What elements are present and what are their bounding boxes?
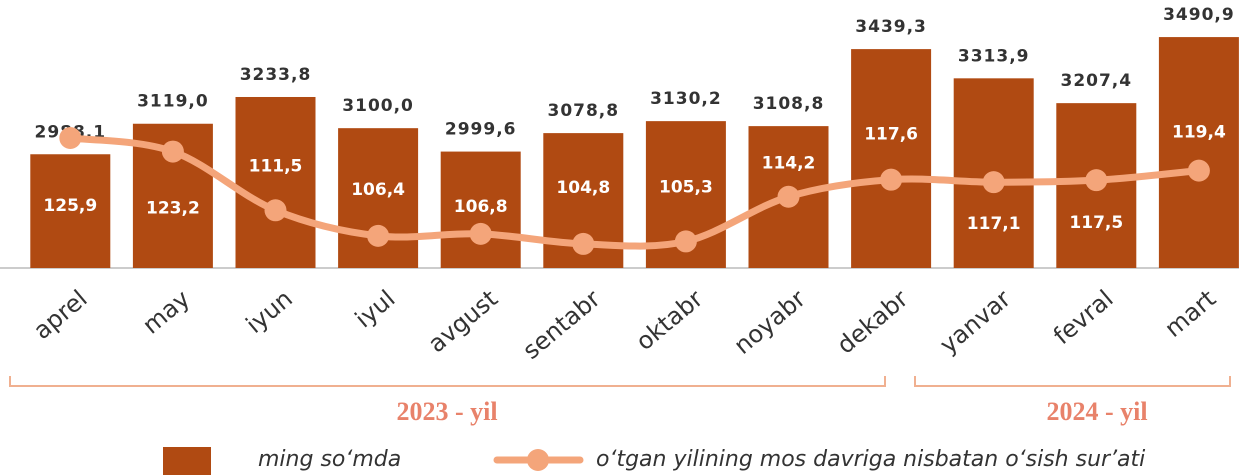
legend-swatch [163, 447, 211, 475]
x-tick-label: iyul [350, 285, 401, 334]
line-point [264, 199, 287, 222]
bar [1158, 37, 1239, 269]
x-tick-label: iyun [241, 285, 298, 339]
line-value-label: 117,5 [1069, 213, 1123, 233]
line-point [982, 171, 1005, 194]
bar-value-label: 3130,2 [650, 89, 722, 109]
line-value-label: 106,4 [351, 180, 405, 200]
line-value-label: 104,8 [556, 178, 610, 198]
bar-value-label: 3233,8 [240, 65, 312, 85]
line-point [572, 232, 595, 255]
x-tick-label: oktabr [631, 284, 709, 356]
bar-value-label: 3078,8 [547, 101, 619, 121]
line-point [59, 127, 82, 150]
bar [30, 154, 111, 268]
line-value-label: 117,1 [967, 214, 1021, 234]
line-point [777, 185, 800, 208]
legend-marker [527, 449, 549, 471]
bar-value-label: 3100,0 [342, 96, 414, 116]
legend-label: o‘tgan yilining mos davriga nisbatan o‘s… [596, 447, 1145, 472]
x-tick-label: avgust [423, 285, 503, 359]
line-value-label: 111,5 [249, 156, 303, 176]
year-label: 2024 - yil [1046, 397, 1147, 426]
bar-value-label: 2999,6 [445, 120, 517, 140]
line-value-label: 125,9 [43, 196, 97, 216]
line-value-label: 105,3 [659, 177, 713, 197]
bar [851, 49, 932, 268]
line-value-label: 119,4 [1172, 123, 1226, 143]
line-value-label: 123,2 [146, 199, 200, 219]
line-point [1187, 159, 1210, 182]
bar-value-label: 3119,0 [137, 92, 209, 112]
line-value-label: 106,8 [454, 197, 508, 217]
bar [235, 96, 316, 268]
x-tick-label: sentabr [517, 284, 605, 364]
bar-value-label: 3490,9 [1163, 5, 1235, 25]
line-point [880, 168, 903, 191]
x-tick-label: noyabr [729, 284, 811, 359]
line-point [469, 222, 492, 245]
year-bracket [9, 376, 886, 387]
x-tick-label: mart [1159, 285, 1221, 343]
bar-value-label: 3108,8 [753, 94, 825, 114]
line-point [161, 140, 184, 163]
x-tick-label: dekabr [832, 284, 914, 359]
line-point [1085, 169, 1108, 192]
line-value-label: 114,2 [762, 154, 816, 174]
x-tick-label: yanvar [935, 284, 1017, 359]
line-value-label: 117,6 [864, 125, 918, 145]
line-point [674, 230, 697, 253]
year-label: 2023 - yil [396, 397, 497, 426]
year-bracket [914, 376, 1231, 387]
bar-value-label: 3439,3 [855, 17, 927, 37]
bar-value-label: 3207,4 [1060, 71, 1132, 91]
x-tick-label: fevral [1048, 285, 1119, 351]
line-point [367, 224, 390, 247]
bar [440, 151, 521, 268]
x-tick-label: aprel [28, 285, 93, 345]
x-tick-label: may [137, 285, 195, 340]
legend-label: ming so‘mda [258, 447, 401, 472]
bar-value-label: 3313,9 [958, 46, 1030, 66]
